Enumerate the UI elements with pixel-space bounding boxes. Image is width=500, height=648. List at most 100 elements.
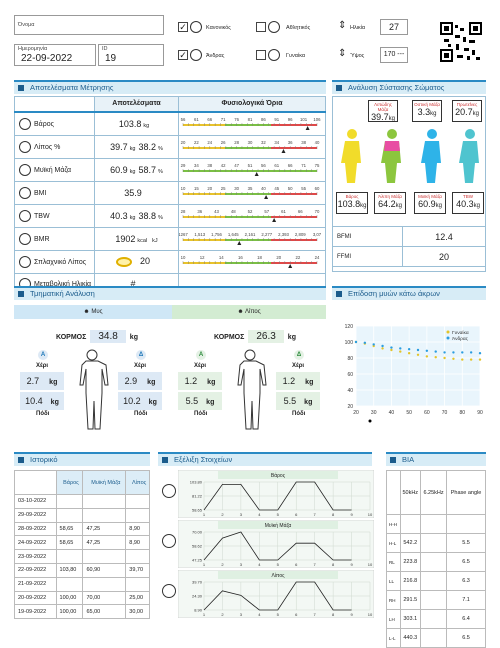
history-cell — [125, 576, 150, 592]
scale-tick: 106 — [313, 117, 321, 122]
left-side-badge: Α — [38, 350, 48, 360]
history-row[interactable]: 23-09-2022 — [14, 549, 150, 564]
normal-checkbox[interactable]: ✓ — [178, 22, 188, 32]
series-point — [407, 348, 411, 351]
history-cell: 8,90 — [125, 521, 150, 537]
evolution-x-tick: 10 — [368, 562, 373, 567]
composition-top-box: Οστική Μάζα 3.3kg — [412, 100, 442, 122]
bia-cell: 6.3 — [446, 571, 486, 591]
result-unit-2: % — [157, 145, 163, 152]
history-row[interactable]: 29-09-2022 — [14, 507, 150, 523]
composition-box-unit: kg — [395, 203, 402, 209]
fat-icon: ☻ — [237, 309, 246, 315]
composition-top-box: Πρωτεΐνες 20.7kg — [452, 100, 482, 122]
scale-tick: 57 — [264, 209, 269, 214]
scale-tick: 1267 — [179, 232, 188, 237]
history-col-header: Λίπος — [125, 470, 150, 495]
bia-cell — [419, 609, 448, 629]
height-field[interactable]: 170 --- — [380, 47, 408, 63]
history-cell — [55, 494, 84, 509]
result-value: 40.3 — [110, 210, 128, 221]
scale-tick: 25 — [221, 186, 226, 191]
history-cell: 65,00 — [82, 604, 127, 620]
history-row[interactable]: 20-09-2022 100,00 70,00 25,00 — [14, 590, 150, 606]
evolution-x-tick: 5 — [277, 612, 280, 617]
age-field[interactable]: 27 — [380, 19, 408, 35]
history-cell: 58,65 — [55, 535, 84, 551]
evolution-x-tick: 9 — [350, 612, 353, 617]
history-cell: 28-09-2022 — [14, 521, 57, 537]
composition-panel — [332, 96, 486, 272]
results-header-blank — [14, 96, 95, 113]
bia-cell — [419, 571, 448, 591]
history-row[interactable]: 03-10-2022 — [14, 494, 150, 509]
scale-tick: 22 — [295, 255, 300, 260]
evolution-chart: Βάρος 103.80 81.22 58.651 2 3 4 5 6 7 8 9 10 — [178, 470, 374, 518]
history-row[interactable]: 22-09-2022 103,80 60,90 39,70 — [14, 562, 150, 578]
history-cell — [82, 576, 127, 592]
bia-cell: 303.1 — [399, 609, 421, 629]
result-label: BMI — [34, 189, 47, 197]
arm-label: Χέρι — [36, 363, 49, 369]
fat-right-arm-box: 1.2 kg — [276, 372, 320, 390]
y-tick-label: 40 — [347, 388, 353, 394]
evolution-person-icon — [162, 584, 176, 598]
bia-col-header: 6.25kHz — [419, 470, 448, 515]
bia-cell: RH — [386, 590, 401, 610]
evolution-x-tick: 4 — [258, 612, 261, 617]
evolution-x-tick: 9 — [350, 562, 353, 567]
x-tick-label: 40 — [389, 410, 395, 416]
composition-box-label: Μυϊκή Μάζα — [418, 194, 442, 199]
id-field[interactable]: ID 19 — [98, 44, 164, 66]
composition-box-value: 103.8 — [337, 199, 361, 209]
composition-bottom-box: Βάρος 103.8kg — [336, 192, 368, 214]
history-cell: 60,90 — [82, 562, 127, 578]
result-unit: kg — [129, 214, 136, 221]
arm-label: Χέρι — [292, 363, 305, 369]
bia-row: LH 303.1 6.4 — [386, 609, 486, 629]
composition-box-value: 20.7 — [455, 107, 473, 117]
scale-tick: 28 — [181, 209, 186, 214]
x-tick-label: 60 — [424, 410, 430, 416]
history-row[interactable]: 24-09-2022 58,65 47,25 8,90 — [14, 535, 150, 551]
date-field[interactable]: Ημερομηνία 22-09-2022 — [14, 44, 96, 66]
chart-plot-area — [356, 326, 480, 406]
id-value: 19 — [105, 53, 117, 64]
name-field[interactable]: Όνομα — [14, 15, 164, 35]
history-row[interactable]: 21-09-2022 — [14, 576, 150, 592]
composition-box-value: 64.2 — [378, 199, 396, 209]
history-row[interactable]: 19-09-2022 100,00 65,00 30,00 — [14, 604, 150, 620]
history-row[interactable]: 28-09-2022 58,65 47,25 8,90 — [14, 521, 150, 537]
series-point — [390, 348, 393, 352]
bia-cell: 6.4 — [446, 609, 486, 629]
evolution-x-tick: 1 — [203, 612, 206, 617]
trunk-unit: kg — [287, 334, 296, 341]
y-tick-label: 100 — [345, 340, 354, 346]
female-checkbox[interactable] — [256, 50, 266, 60]
bia-cell: LH — [386, 609, 401, 629]
scale-tick: 52 — [248, 209, 253, 214]
y-tick-label: 120 — [345, 324, 354, 330]
male-checkbox[interactable]: ✓ — [178, 50, 188, 60]
scale-tick: 50 — [288, 186, 293, 191]
fat-tab[interactable]: ☻ Λίπος — [172, 305, 326, 319]
composition-box-unit: kg — [472, 111, 479, 117]
evolution-x-tick: 7 — [314, 612, 317, 617]
date-value: 22-09-2022 — [21, 53, 73, 64]
scale-tick: 20 — [276, 255, 281, 260]
scale-tick: 75 — [315, 163, 320, 168]
leg-chart-section-header: Επίδοση μυών κάτω άκρων — [332, 286, 486, 300]
result-unit-2: % — [157, 168, 163, 175]
bia-cell — [419, 628, 448, 648]
history-cell: 21-09-2022 — [14, 576, 57, 592]
muscle-tab[interactable]: ☻ Μυς — [14, 305, 172, 319]
history-col-header — [14, 470, 57, 495]
series-point — [399, 350, 402, 353]
normal-range-scale: 28 36 43 48 52 57 61 66 70 — [181, 209, 320, 222]
scale-tick: 40 — [261, 186, 266, 191]
arm-label: Χέρι — [194, 363, 207, 369]
x-tick-label: 20 — [353, 410, 359, 416]
athletic-checkbox[interactable] — [256, 22, 266, 32]
composition-box-label: Άλιπη Μάζα — [378, 194, 402, 199]
visceral-fat-icon — [115, 257, 132, 268]
